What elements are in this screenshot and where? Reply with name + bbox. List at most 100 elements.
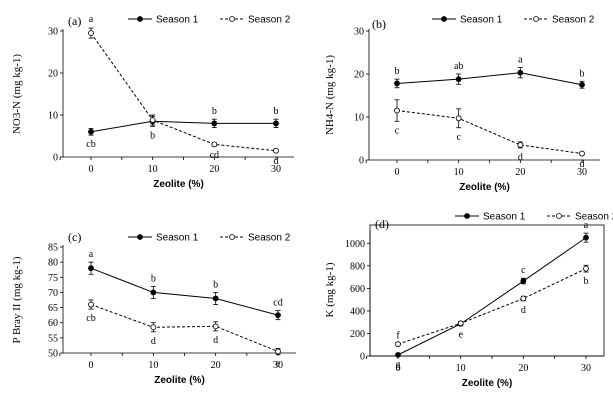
significance-label: c	[521, 265, 526, 276]
legend-label-2: Season 2	[248, 15, 291, 26]
significance-label: d	[274, 156, 279, 167]
data-point	[88, 128, 94, 135]
y-tick-label: 85	[48, 243, 58, 254]
x-tick-label: 30	[273, 360, 283, 371]
data-point	[394, 107, 400, 114]
data-point	[88, 265, 94, 272]
legend-label-1: Season 1	[156, 15, 199, 26]
significance-label: e	[276, 359, 281, 370]
significance-label: a	[584, 220, 589, 231]
panel-b: 0 10 20 30 0 10 20 30 Zeolite (%) NH4-N (mg kg-1)…	[324, 15, 600, 193]
legend-label-1: Season 1	[156, 233, 199, 244]
series-1: cb b b b	[86, 106, 279, 150]
significance-label: cd	[273, 298, 282, 309]
x-tick-label: 0	[395, 167, 400, 178]
x-axis-label: Zeolite (%)	[462, 378, 513, 389]
y-tick-label: 0	[53, 153, 58, 164]
panel-label: (c)	[68, 230, 81, 244]
significance-label: cb	[86, 139, 95, 150]
y-tick-label: 80	[48, 258, 58, 269]
x-tick-label: 10	[456, 363, 466, 374]
legend-marker-2	[556, 213, 562, 219]
data-point	[520, 278, 527, 284]
legend-marker-1	[441, 16, 447, 22]
y-tick-label: 30	[48, 27, 58, 38]
data-point	[150, 289, 157, 296]
x-tick-label: 20	[515, 167, 525, 178]
y-axis-label: NH4-N (mg kg-1)	[324, 55, 336, 135]
y-tick-label: 60	[48, 318, 58, 329]
significance-label: c	[395, 125, 400, 136]
y-tick-label: 30	[354, 27, 364, 38]
y-tick-label: 50	[48, 349, 58, 360]
panel-label: (d)	[375, 217, 389, 231]
significance-label: b	[580, 68, 585, 79]
significance-label: a	[518, 55, 523, 66]
y-tick-label: 600	[350, 284, 365, 295]
x-axis-label: Zeolite (%)	[153, 179, 204, 190]
significance-label: c	[456, 132, 461, 143]
significance-label: d	[518, 152, 523, 163]
data-point	[211, 120, 218, 127]
y-tick-label: 75	[48, 273, 58, 284]
data-point	[583, 265, 589, 272]
series-2: a cd d	[88, 14, 279, 167]
data-point	[88, 301, 94, 308]
legend-marker-1	[464, 213, 470, 219]
significance-label: b	[150, 130, 155, 141]
x-tick-label: 20	[209, 164, 219, 175]
legend-marker-1	[137, 16, 143, 22]
data-point	[455, 115, 462, 122]
significance-label: b	[213, 279, 218, 290]
panel-a: 0 10 20 30 0 10 20 30 Zeolite (%) NO3-N (mg kg-1)…	[11, 14, 294, 190]
series-line	[396, 72, 583, 86]
y-axis-label: K (mg kg-1)	[324, 262, 336, 317]
y-tick-label: 200	[350, 329, 365, 340]
y-tick-label: 400	[350, 306, 365, 317]
significance-label: d	[151, 336, 156, 347]
data-point	[579, 150, 585, 157]
x-tick-label: 20	[518, 363, 528, 374]
legend-marker-1	[137, 234, 143, 240]
legend-label-1: Season 1	[460, 15, 503, 26]
data-point	[395, 351, 401, 358]
data-point	[394, 80, 400, 87]
series-line	[397, 237, 587, 356]
data-point	[212, 295, 219, 302]
significance-label: d	[213, 335, 218, 346]
y-tick-label: 70	[48, 288, 58, 299]
x-tick-label: 10	[148, 164, 158, 175]
y-tick-label: 1000	[345, 239, 365, 250]
significance-label: a	[89, 14, 94, 25]
data-point	[273, 147, 279, 154]
x-tick-label: 10	[454, 167, 464, 178]
data-point	[275, 312, 281, 319]
legend: Season 1 Season 2	[455, 212, 613, 223]
series-line	[90, 304, 279, 352]
data-point	[517, 69, 524, 76]
panel-label: (b)	[372, 17, 386, 31]
data-point	[150, 324, 157, 331]
data-point	[212, 323, 219, 330]
significance-label: b	[584, 276, 589, 287]
panel-label: (a)	[68, 14, 81, 28]
series-line	[396, 110, 583, 155]
significance-label: cb	[86, 313, 95, 324]
significance-label: d	[580, 159, 585, 170]
x-axis-label: Zeolite (%)	[154, 375, 205, 386]
y-tick-label: 55	[48, 333, 58, 344]
data-point	[579, 81, 585, 88]
legend-label-2: Season 2	[248, 233, 291, 244]
significance-label: b	[395, 66, 400, 77]
significance-label: b	[274, 106, 279, 117]
x-tick-label: 20	[211, 360, 221, 371]
data-point	[517, 142, 524, 148]
y-tick-label: 20	[48, 69, 58, 80]
data-point	[275, 348, 281, 355]
x-tick-label: 30	[271, 164, 281, 175]
legend: Season 1 Season 2	[432, 15, 595, 26]
legend: Season 1 Season 2	[128, 233, 291, 244]
series-2: c c d d	[394, 99, 585, 170]
